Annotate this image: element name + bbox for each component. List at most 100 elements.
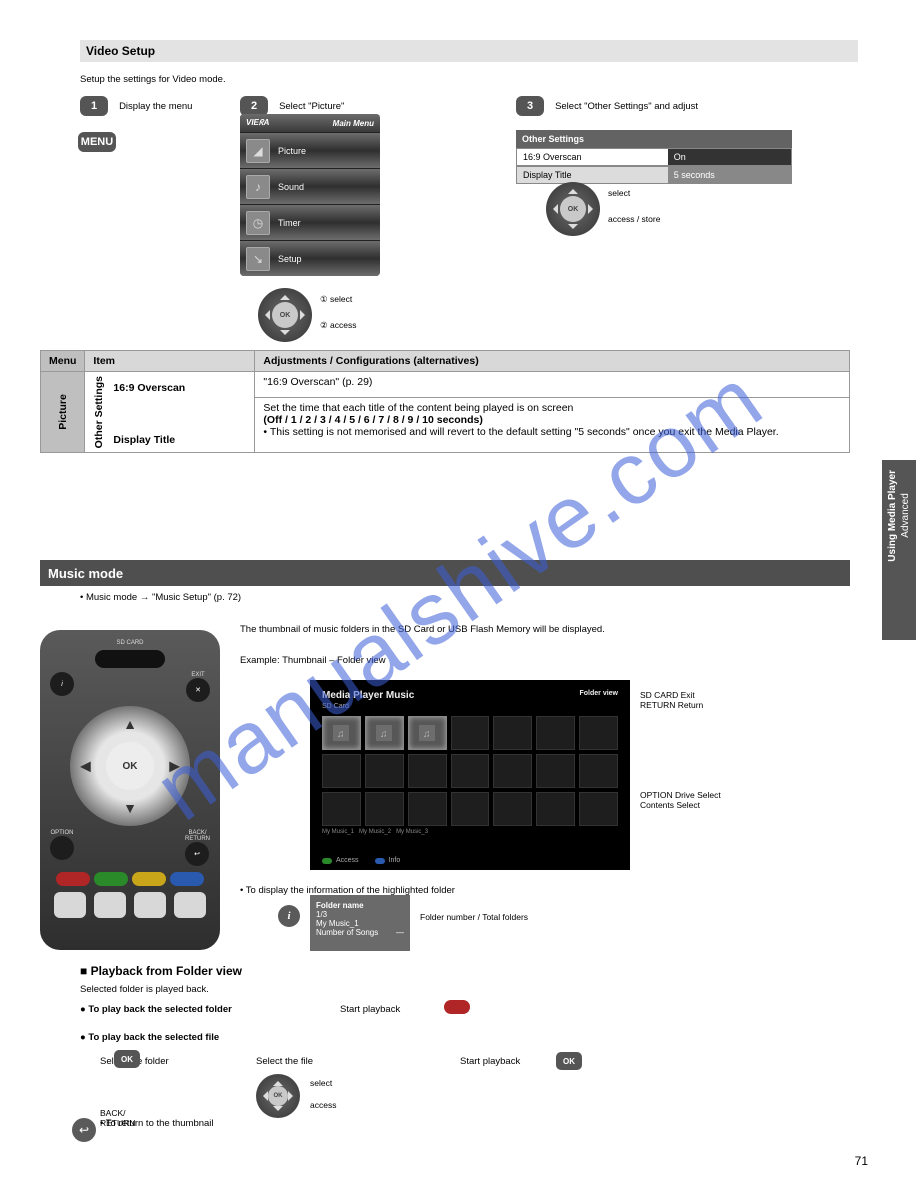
nav-pad-step3[interactable]: OK	[546, 182, 600, 236]
remote-nav-ring[interactable]: ▲▼◀▶ OK	[70, 706, 190, 826]
folder-name-2: My Music_2	[359, 829, 391, 835]
folder-name-3: My Music_3	[396, 829, 428, 835]
folder-cell-empty	[579, 792, 618, 826]
remote-info-button[interactable]: i	[50, 672, 74, 696]
folder-cell-empty	[536, 754, 575, 788]
remote-white-button-3[interactable]	[134, 892, 166, 918]
table-item-display-title: Display Title	[113, 434, 185, 446]
other-settings-row1-value[interactable]: On	[668, 149, 791, 165]
remote-white-button-4[interactable]	[174, 892, 206, 918]
nav-pad-select-file[interactable]: OK	[256, 1074, 300, 1118]
video-setup-intro: Setup the settings for Video mode.	[80, 74, 226, 85]
folder-cell-empty	[493, 716, 532, 750]
remote-blue-button[interactable]	[170, 872, 204, 886]
folder-cell-1[interactable]: ♫	[322, 716, 361, 750]
ok-pill-1[interactable]: OK	[114, 1050, 140, 1068]
to-play-folder: ● To play back the selected folder	[80, 1004, 232, 1015]
table-head-desc: Adjustments / Configurations (alternativ…	[255, 351, 850, 372]
side-tab: Using Media Player Advanced	[882, 460, 916, 640]
svg-text:♫: ♫	[423, 729, 431, 740]
viera-row-sound[interactable]: ♪Sound	[240, 168, 380, 204]
svg-text:♫: ♫	[380, 729, 388, 740]
start-playback-2: Start playback	[460, 1056, 520, 1067]
folder-cell-empty	[451, 792, 490, 826]
dt-line2: (Off / 1 / 2 / 3 / 4 / 5 / 6 / 7 / 8 / 9…	[263, 414, 841, 426]
menu-button[interactable]: MENU	[78, 132, 116, 152]
page-number: 71	[855, 1154, 868, 1168]
folder-cell-empty	[322, 792, 361, 826]
red-play-button[interactable]	[444, 1000, 470, 1014]
music-folder-screen: Media Player Music Folder view SD Card ♫…	[310, 680, 630, 870]
info-icon[interactable]: i	[278, 905, 300, 927]
playback-heading: ■ Playback from Folder view	[80, 964, 242, 978]
section-music-mode: Music mode	[40, 560, 850, 586]
step-3-pill: 3	[516, 96, 544, 116]
nav-file-sel: select	[310, 1078, 332, 1088]
remote-return-button[interactable]: ↩	[185, 842, 209, 866]
remote-exit-button[interactable]: ✕	[186, 678, 210, 702]
remote-yellow-button[interactable]	[132, 872, 166, 886]
other-settings-row2-value[interactable]: 5 seconds	[668, 167, 791, 183]
folder-cell-3[interactable]: ♫	[408, 716, 447, 750]
tv-sub: Folder view	[579, 690, 618, 697]
nav-pad-step2[interactable]: OK	[258, 288, 312, 342]
back-return-button[interactable]: ↩	[72, 1118, 96, 1142]
viera-row-picture-label: Picture	[278, 146, 306, 156]
select-file-label: Select the file	[256, 1056, 313, 1067]
section-video-setup: Video Setup	[80, 40, 858, 62]
tv-title: Media Player Music	[322, 690, 414, 701]
other-settings-row1-label: 16:9 Overscan	[517, 149, 668, 165]
table-head-item: Item	[85, 351, 255, 372]
viera-brand: VIEᖇA	[246, 118, 269, 128]
remote-white-button-1[interactable]	[54, 892, 86, 918]
table-group-other: Other Settings	[93, 376, 105, 448]
folder-info-songs-value: —	[396, 928, 404, 937]
viera-row-picture[interactable]: ◢Picture	[240, 132, 380, 168]
music-thumb-hint: The thumbnail of music folders in the SD…	[240, 624, 800, 635]
folder-cell-empty	[536, 792, 575, 826]
folder-cell-empty	[365, 754, 404, 788]
settings-table: Menu Item Adjustments / Configurations (…	[40, 350, 850, 453]
folder-cell-empty	[322, 754, 361, 788]
remote-sdcard-button[interactable]	[95, 650, 165, 668]
section-music-mode-title: Music mode	[48, 566, 123, 581]
remote-green-button[interactable]	[94, 872, 128, 886]
step-2-label: Select "Picture"	[279, 101, 344, 112]
folder-cell-empty	[579, 716, 618, 750]
tv-foot-access: Access	[336, 857, 359, 864]
folder-info-caption: Folder number / Total folders	[420, 912, 528, 922]
folder-info-counter: 1/3	[316, 910, 327, 919]
folder-info-name: My Music_1	[316, 919, 404, 928]
remote-red-button[interactable]	[56, 872, 90, 886]
viera-main-menu: VIEᖇA Main Menu ◢Picture ♪Sound ◷Timer ↘…	[240, 114, 380, 276]
remote-ok-button[interactable]: OK	[106, 742, 154, 790]
ok-pill-2[interactable]: OK	[556, 1052, 582, 1070]
viera-row-sound-label: Sound	[278, 182, 304, 192]
viera-row-timer[interactable]: ◷Timer	[240, 204, 380, 240]
nav-file-access: access	[310, 1100, 336, 1110]
remote-option-button[interactable]	[50, 836, 74, 860]
music-intro: • Music mode → "Music Setup" (p. 72)	[80, 592, 241, 603]
tv-annotation-right: SD CARD Exit RETURN Return OPTION Drive …	[640, 690, 840, 810]
folder-cell-empty	[451, 716, 490, 750]
back-return-label: BACK/ RETURN	[100, 1108, 135, 1128]
playback-line: Selected folder is played back.	[80, 984, 209, 995]
folder-cell-empty	[408, 792, 447, 826]
viera-row-setup-label: Setup	[278, 254, 302, 264]
dt-line1: Set the time that each title of the cont…	[263, 402, 841, 414]
nav-step3-hint2: access / store	[608, 214, 660, 224]
dt-line3: • This setting is not memorised and will…	[263, 426, 841, 438]
folder-cell-2[interactable]: ♫	[365, 716, 404, 750]
folder-cell-empty	[536, 716, 575, 750]
folder-cell-empty	[493, 754, 532, 788]
table-head-menu: Menu	[41, 351, 85, 372]
remote-white-button-2[interactable]	[94, 892, 126, 918]
table-desc-overscan: "16:9 Overscan" (p. 29)	[255, 372, 850, 398]
viera-row-setup[interactable]: ↘Setup	[240, 240, 380, 276]
step-1-label: Display the menu	[119, 101, 192, 112]
folder-cell-empty	[579, 754, 618, 788]
table-side-picture: Picture	[57, 394, 69, 430]
other-settings-row2-label: Display Title	[517, 167, 668, 183]
other-settings-title: Other Settings	[516, 130, 792, 148]
remote-control: SD CARD i EXIT ✕ ▲▼◀▶ OK OPTION BACK/RET…	[40, 630, 220, 950]
